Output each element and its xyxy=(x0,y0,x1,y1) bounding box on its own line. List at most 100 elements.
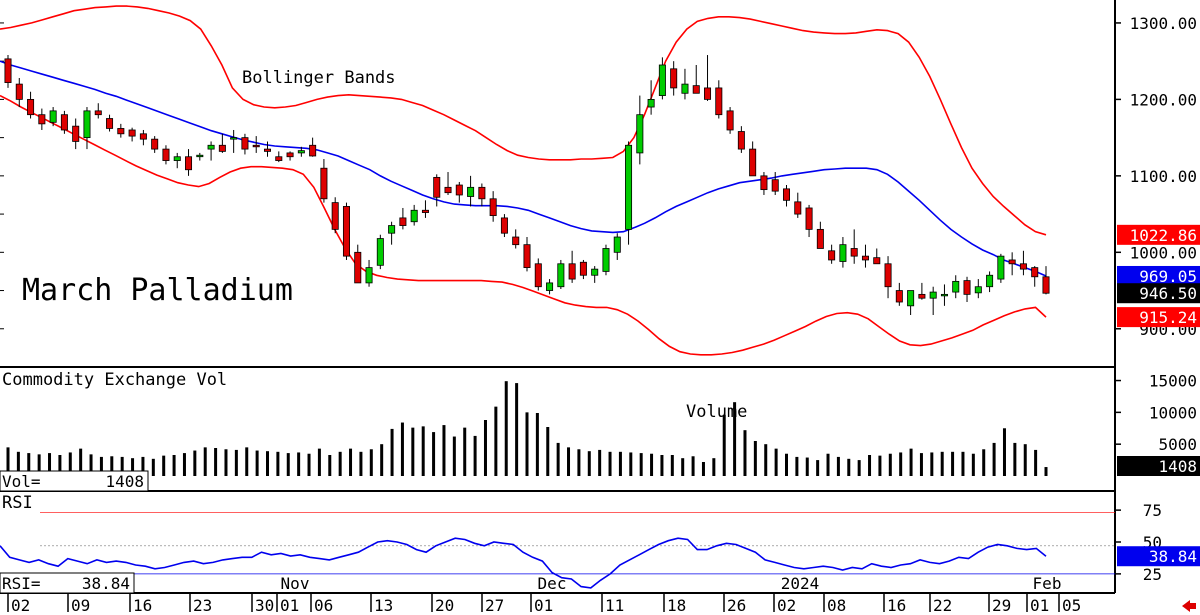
volume-bar xyxy=(203,447,207,476)
candlestick xyxy=(850,229,858,264)
volume-bar xyxy=(878,455,882,476)
candlestick xyxy=(230,129,238,153)
volume-badge: 1408 xyxy=(1117,456,1200,476)
volume-bar xyxy=(234,449,238,476)
candle-body xyxy=(534,263,542,288)
price-tick-label: 1000.00 xyxy=(1130,243,1197,262)
volume-bar xyxy=(224,449,228,476)
candlestick xyxy=(365,259,373,287)
volume-panel: Commodity Exchange Vol Volume 5000 10000 1… xyxy=(0,370,1200,492)
rsi-readout: RSI= 38.84 xyxy=(0,572,135,594)
volume-bar xyxy=(245,447,249,476)
rsi-lines xyxy=(0,512,1115,589)
candle-body xyxy=(940,293,948,297)
x-day-label: 23 xyxy=(193,596,212,615)
volume-bar xyxy=(639,453,643,476)
candle-body xyxy=(794,201,802,215)
candlestick xyxy=(106,114,114,132)
volume-bar xyxy=(899,452,903,476)
candlestick xyxy=(421,200,429,218)
rsi-readout-value: 38.84 xyxy=(82,574,130,593)
scroll-arrow-icon[interactable] xyxy=(1182,600,1196,612)
candlestick xyxy=(94,103,102,119)
x-day-label: 05 xyxy=(1062,596,1081,615)
volume-bar xyxy=(89,454,93,476)
volume-bar xyxy=(338,451,342,476)
candle-body xyxy=(952,280,960,293)
candle-body xyxy=(433,176,441,198)
candlestick xyxy=(963,276,971,303)
candle-body xyxy=(252,144,260,148)
x-day-label: 16 xyxy=(887,596,906,615)
volume-bar xyxy=(307,453,311,476)
candle-body xyxy=(230,137,238,140)
candlestick xyxy=(715,80,723,119)
x-day-label: 01 xyxy=(534,596,553,615)
volume-bar xyxy=(992,442,996,476)
candle-body xyxy=(151,138,159,150)
volume-bar xyxy=(317,448,321,476)
candle-body xyxy=(173,156,181,161)
volume-bar xyxy=(743,430,747,476)
candle-body xyxy=(365,267,373,284)
volume-bar xyxy=(380,444,384,476)
candle-body xyxy=(636,114,644,154)
volume-bar xyxy=(940,451,944,476)
candle-body xyxy=(929,291,937,299)
candlestick xyxy=(309,137,317,157)
x-day-label: 01 xyxy=(1030,596,1049,615)
candle-body xyxy=(106,118,114,129)
candle-body xyxy=(884,263,892,288)
volume-readout: Vol= 1408 xyxy=(0,470,149,492)
candlestick xyxy=(478,183,486,207)
candle-body xyxy=(760,175,768,191)
candle-body xyxy=(388,225,396,234)
volume-bar xyxy=(182,453,186,476)
candlestick xyxy=(27,91,35,119)
candle-body xyxy=(444,186,452,194)
candlestick xyxy=(546,279,554,295)
candlestick xyxy=(794,192,802,218)
candlestick xyxy=(60,110,68,134)
candlestick xyxy=(117,123,125,138)
volume-bar xyxy=(172,455,176,476)
volume-bar xyxy=(930,452,934,476)
candle-body xyxy=(1042,276,1050,294)
middle-band-line xyxy=(0,60,1047,277)
candle-body xyxy=(579,261,587,276)
candle-body xyxy=(726,110,734,131)
candle-body xyxy=(27,98,35,116)
volume-bar xyxy=(722,414,726,476)
volume-bar xyxy=(162,455,166,476)
candle-body xyxy=(782,188,791,201)
candle-body xyxy=(297,150,305,154)
candlestick xyxy=(658,57,666,100)
candle-body xyxy=(139,133,147,140)
volume-bar xyxy=(909,448,913,476)
candlestick xyxy=(805,204,813,238)
volume-bar xyxy=(27,453,31,476)
candlestick xyxy=(297,146,305,157)
volume-bar xyxy=(951,451,955,476)
volume-bar xyxy=(463,427,467,476)
volume-bar xyxy=(266,451,269,476)
x-day-label: 13 xyxy=(374,596,393,615)
candlestick xyxy=(873,248,881,265)
volume-bar xyxy=(816,460,820,476)
volume-bar xyxy=(432,432,436,476)
volume-bar xyxy=(847,458,851,476)
volume-bar xyxy=(567,447,571,476)
candle-body xyxy=(997,255,1005,280)
candlestick xyxy=(579,259,587,280)
volume-bar xyxy=(369,449,373,476)
volume-tick-label: 15000 xyxy=(1149,372,1197,391)
volume-bar xyxy=(961,451,965,476)
candle-body xyxy=(523,244,531,269)
rsi-panel-title: RSI xyxy=(2,493,33,513)
candle-body xyxy=(309,144,317,157)
candlestick xyxy=(861,244,869,268)
candle-body xyxy=(376,238,384,266)
candle-body xyxy=(805,207,813,230)
